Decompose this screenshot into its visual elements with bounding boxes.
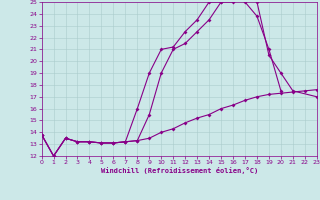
X-axis label: Windchill (Refroidissement éolien,°C): Windchill (Refroidissement éolien,°C)	[100, 167, 258, 174]
